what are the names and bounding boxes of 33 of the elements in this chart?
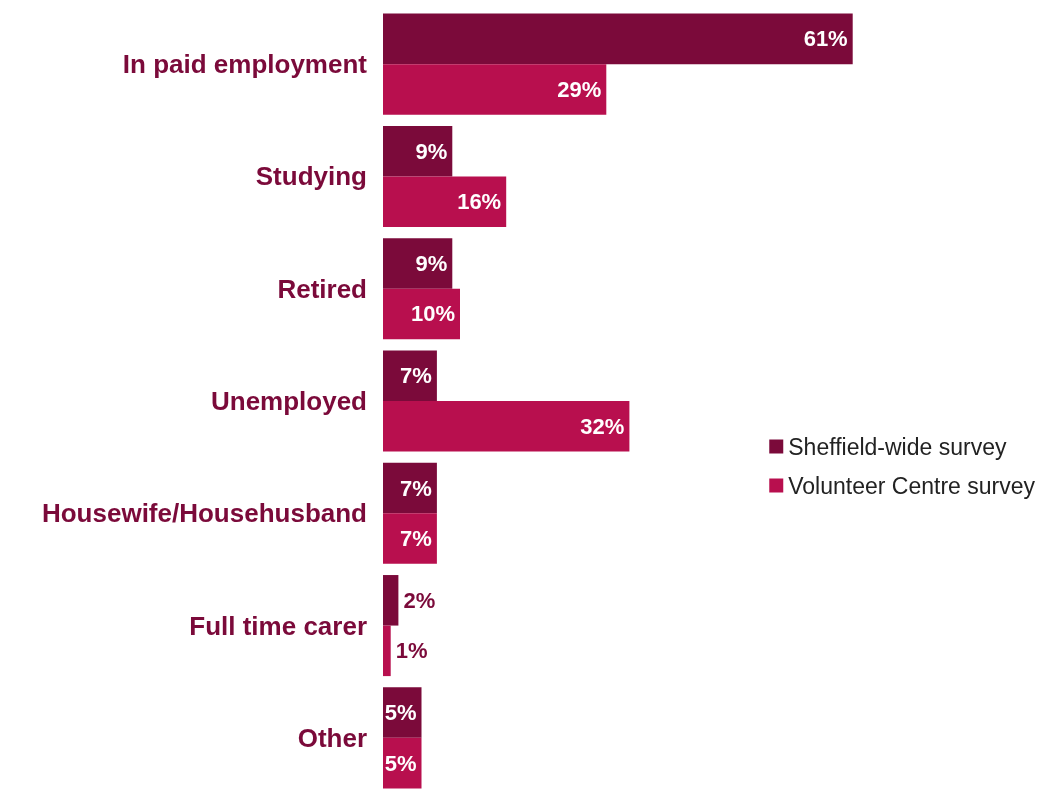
data-label: 5% — [384, 750, 417, 776]
y-tick-label: Other — [297, 722, 367, 753]
bar — [383, 13, 853, 65]
data-label: 7% — [400, 475, 432, 501]
data-label: 7% — [400, 363, 432, 389]
bar — [383, 125, 453, 177]
data-label: 5% — [384, 700, 417, 726]
data-label: 2% — [403, 587, 436, 613]
data-label: 32% — [580, 413, 625, 439]
bar — [383, 64, 607, 115]
data-label: 16% — [457, 189, 502, 215]
y-tick-label: Full time carer — [189, 610, 367, 641]
data-label: 9% — [415, 250, 448, 276]
bar — [383, 625, 391, 677]
bar — [383, 238, 453, 289]
legend-label: Volunteer Centre survey — [788, 472, 1036, 499]
bar — [383, 575, 399, 626]
data-label: 1% — [395, 638, 428, 664]
data-label: 9% — [415, 138, 448, 164]
bar — [383, 176, 507, 227]
legend-label: Sheffield-wide survey — [788, 433, 1007, 460]
y-tick-label: Studying — [255, 161, 367, 192]
data-label: 7% — [400, 526, 432, 552]
bar — [383, 350, 437, 401]
y-tick-label: Retired — [277, 273, 367, 304]
data-label: 10% — [410, 301, 455, 327]
bar — [383, 513, 437, 564]
y-tick-label: Unemployed — [210, 386, 367, 416]
y-tick-label: Housewife/Househusband — [41, 498, 367, 529]
data-label: 61% — [803, 26, 848, 52]
y-tick-label: In paid employment — [122, 49, 368, 80]
data-label: 29% — [557, 76, 602, 102]
bar — [383, 401, 630, 452]
